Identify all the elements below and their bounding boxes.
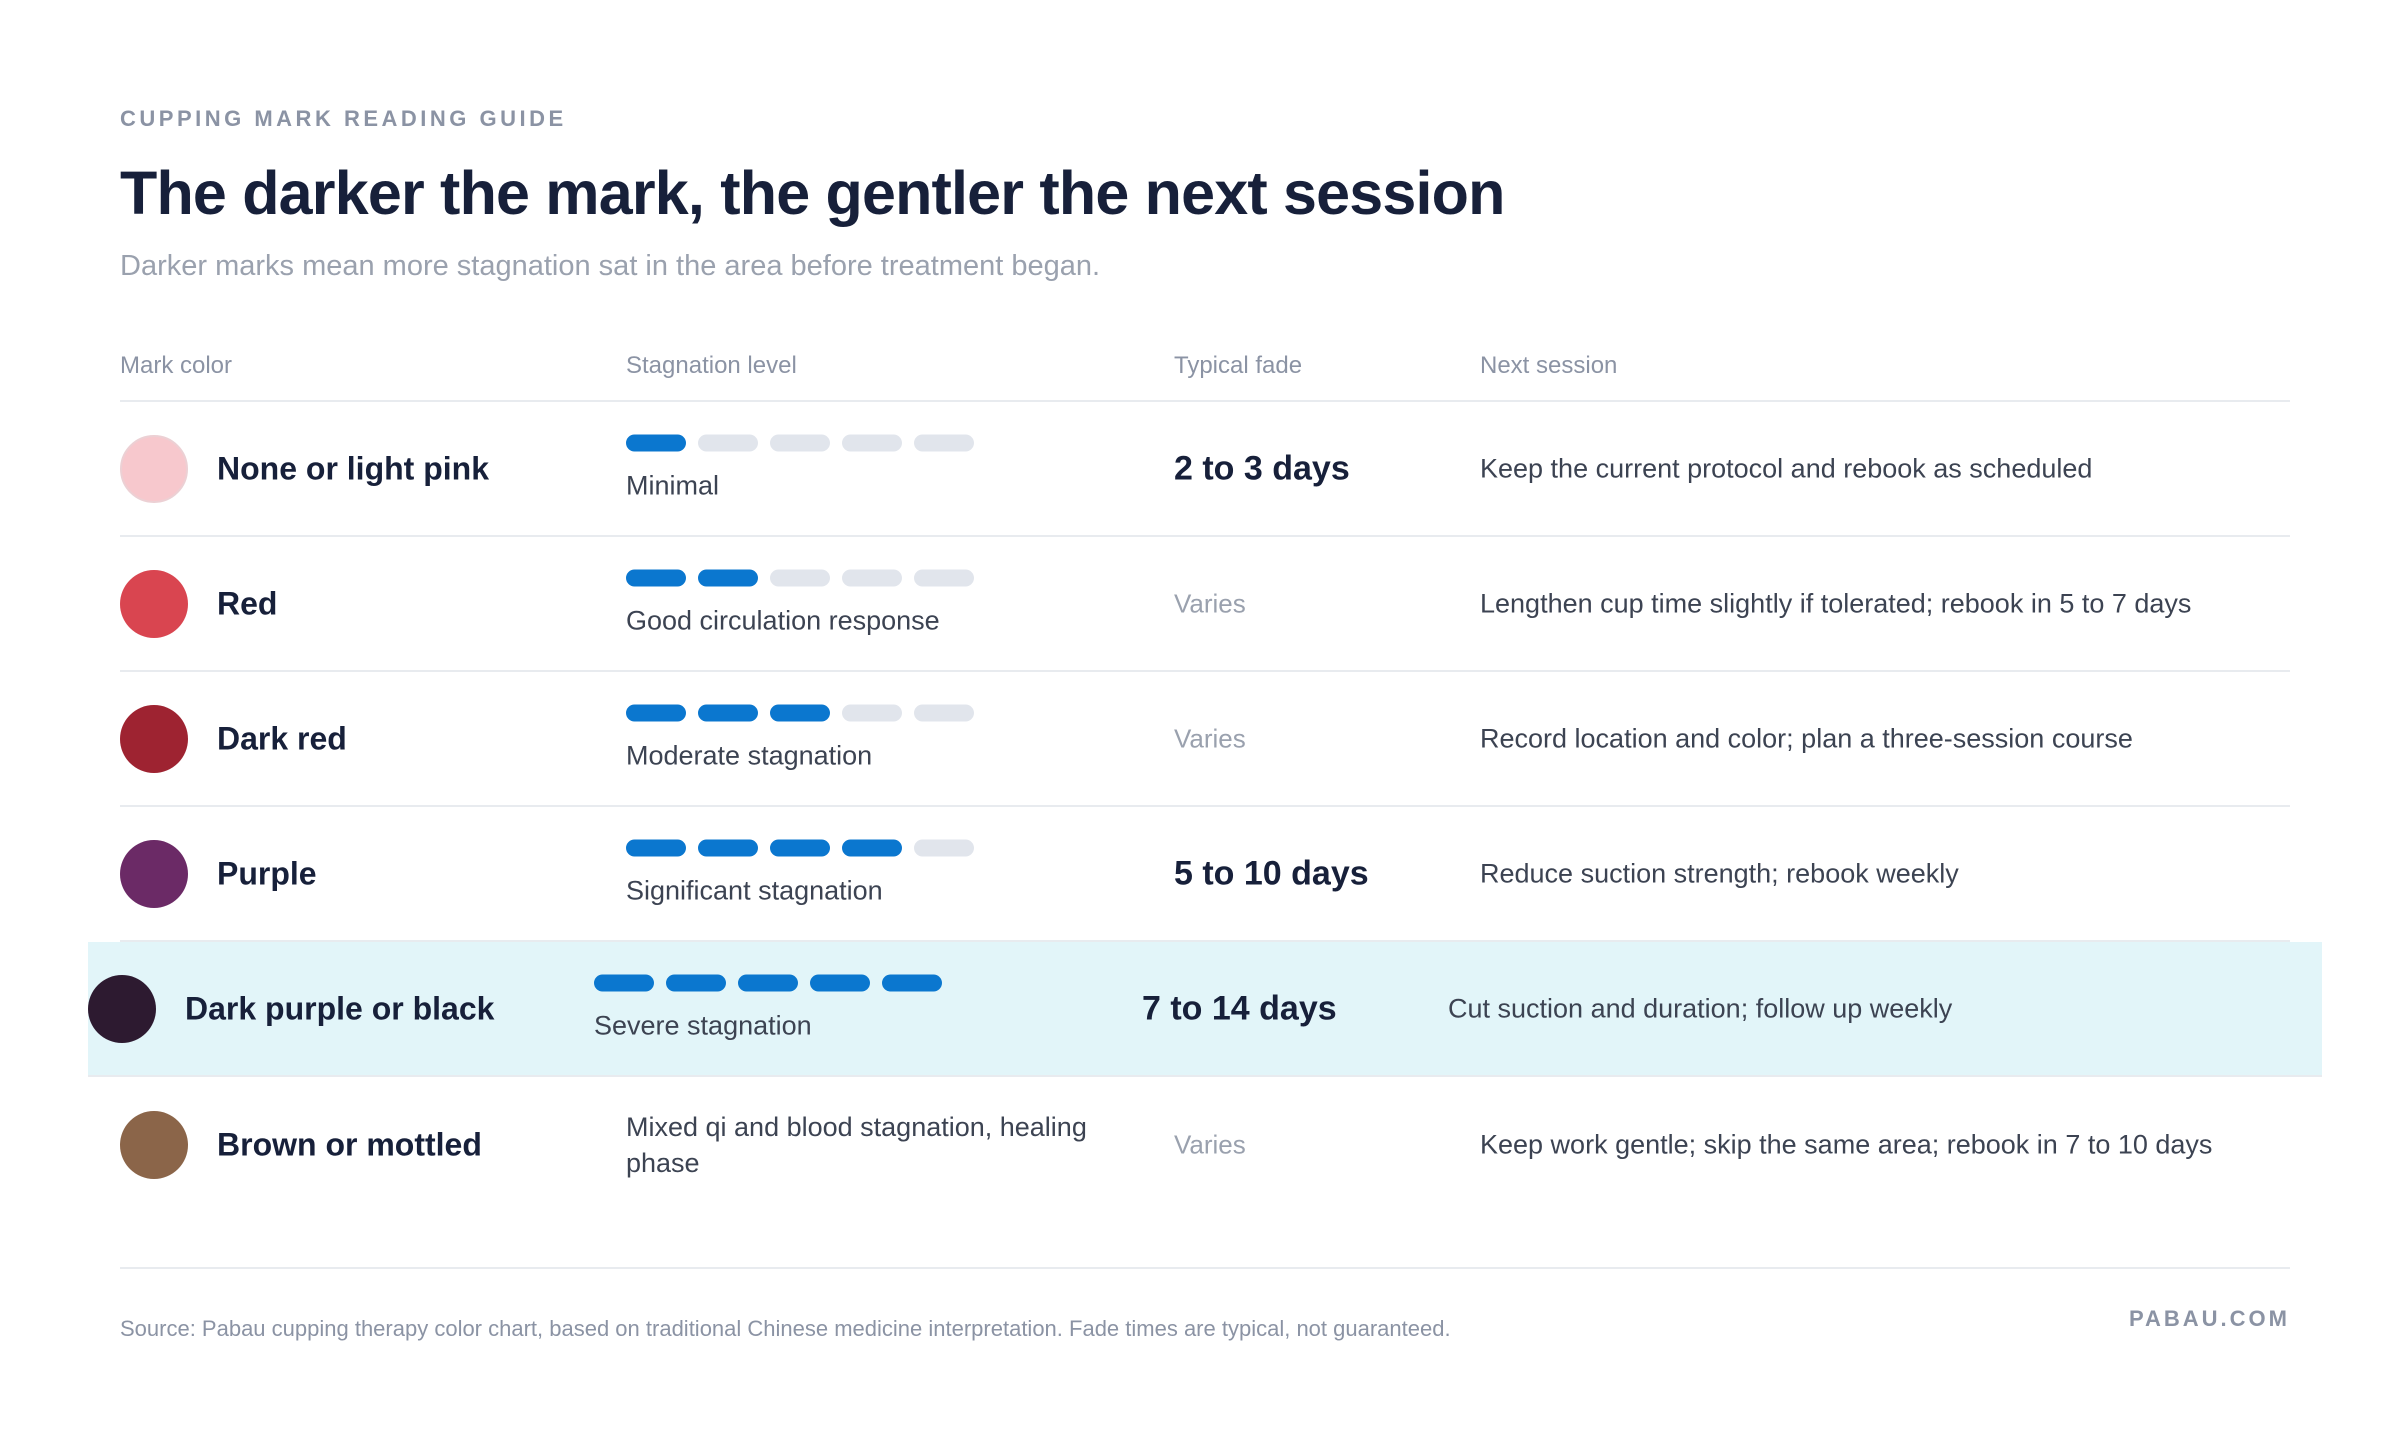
next-session: Keep work gentle; skip the same area; re… bbox=[1480, 1129, 2213, 1159]
level-segment-filled bbox=[842, 839, 902, 856]
page-subtitle: Darker marks mean more stagnation sat in… bbox=[120, 250, 1101, 282]
typical-fade: Varies bbox=[1174, 723, 1246, 753]
level-segment-filled bbox=[626, 704, 686, 721]
table-row: Purple Significant stagnation 5 to 10 days… bbox=[120, 807, 2290, 942]
level-segment-empty bbox=[770, 569, 830, 586]
level-segment-filled bbox=[698, 569, 758, 586]
header-next-session: Next session bbox=[1480, 352, 1618, 379]
next-session: Lengthen cup time slightly if tolerated;… bbox=[1480, 588, 2192, 618]
level-segment-filled bbox=[626, 434, 686, 451]
typical-fade: Varies bbox=[1174, 588, 1246, 618]
level-segment-filled bbox=[882, 974, 942, 991]
footer-divider bbox=[120, 1267, 2290, 1269]
stagnation-label: Moderate stagnation bbox=[626, 740, 873, 770]
next-session: Cut suction and duration; follow up week… bbox=[1448, 993, 1953, 1023]
color-swatch bbox=[120, 434, 188, 503]
color-swatch bbox=[120, 1110, 188, 1179]
stagnation-level: Moderate stagnation bbox=[626, 704, 1126, 773]
level-segment-filled bbox=[810, 974, 870, 991]
stagnation-label: Mixed qi and blood stagnation, healing p… bbox=[626, 1111, 1087, 1178]
level-segment-empty bbox=[698, 434, 758, 451]
stagnation-level: Significant stagnation bbox=[626, 839, 1126, 908]
level-meter bbox=[626, 569, 1126, 586]
mark-color-name: None or light pink bbox=[217, 450, 489, 486]
typical-fade: 2 to 3 days bbox=[1174, 449, 1350, 487]
level-meter bbox=[594, 974, 1094, 991]
level-segment-empty bbox=[842, 434, 902, 451]
level-segment-filled bbox=[698, 704, 758, 721]
stagnation-label: Significant stagnation bbox=[626, 875, 883, 905]
mark-table: Mark color Stagnation level Typical fade… bbox=[88, 340, 2322, 1212]
level-segment-empty bbox=[914, 569, 974, 586]
level-segment-empty bbox=[914, 434, 974, 451]
level-segment-empty bbox=[842, 704, 902, 721]
table-row: Dark red Moderate stagnation Varies Record … bbox=[120, 672, 2290, 807]
level-meter bbox=[626, 839, 1126, 856]
level-segment-filled bbox=[626, 569, 686, 586]
page-title: The darker the mark, the gentler the nex… bbox=[120, 159, 1505, 227]
typical-fade: 5 to 10 days bbox=[1174, 854, 1369, 892]
brand-logo[interactable]: PABAU.COM bbox=[2128, 1306, 2290, 1331]
level-meter bbox=[626, 434, 1126, 451]
color-swatch bbox=[120, 569, 188, 638]
table-row: Brown or mottled Mixed qi and blood stagn… bbox=[120, 1077, 2290, 1212]
table-row: Red Good circulation response Varies Length… bbox=[120, 537, 2290, 672]
next-session: Keep the current protocol and rebook as … bbox=[1480, 453, 2093, 483]
level-segment-empty bbox=[914, 704, 974, 721]
level-segment-filled bbox=[770, 704, 830, 721]
stagnation-level: Good circulation response bbox=[626, 569, 1126, 638]
stagnation-level: Mixed qi and blood stagnation, healing p… bbox=[626, 1109, 1126, 1181]
source-note: Source: Pabau cupping therapy color char… bbox=[120, 1316, 1451, 1341]
stagnation-label: Minimal bbox=[626, 470, 720, 500]
header-mark-color: Mark color bbox=[120, 352, 233, 379]
table-body: None or light pink Minimal 2 to 3 days Keep… bbox=[88, 402, 2322, 1212]
level-segment-empty bbox=[914, 839, 974, 856]
mark-color-name: Dark purple or black bbox=[185, 990, 495, 1026]
table-header: Mark color Stagnation level Typical fade… bbox=[120, 340, 2290, 402]
color-swatch bbox=[120, 839, 188, 908]
header-stagnation-level: Stagnation level bbox=[626, 352, 797, 379]
level-segment-filled bbox=[698, 839, 758, 856]
stagnation-level: Severe stagnation bbox=[594, 974, 1094, 1043]
level-segment-filled bbox=[594, 974, 654, 991]
next-session: Record location and color; plan a three-… bbox=[1480, 723, 2133, 753]
next-session: Reduce suction strength; rebook weekly bbox=[1480, 858, 1959, 888]
color-swatch bbox=[120, 704, 188, 773]
level-segment-empty bbox=[770, 434, 830, 451]
table-row: Dark purple or black Severe stagnation 7 t… bbox=[88, 942, 2322, 1077]
header-typical-fade: Typical fade bbox=[1174, 352, 1303, 379]
color-swatch bbox=[88, 974, 156, 1043]
mark-color-name: Purple bbox=[217, 855, 317, 891]
level-segment-empty bbox=[842, 569, 902, 586]
stagnation-level: Minimal bbox=[626, 434, 1126, 503]
level-meter bbox=[626, 704, 1126, 721]
mark-color-name: Dark red bbox=[217, 720, 347, 756]
level-segment-filled bbox=[626, 839, 686, 856]
stagnation-label: Good circulation response bbox=[626, 605, 940, 635]
typical-fade: Varies bbox=[1174, 1129, 1246, 1159]
level-segment-filled bbox=[666, 974, 726, 991]
level-segment-filled bbox=[770, 839, 830, 856]
eyebrow: CUPPING MARK READING GUIDE bbox=[120, 106, 567, 131]
typical-fade: 7 to 14 days bbox=[1142, 989, 1337, 1027]
table-row: None or light pink Minimal 2 to 3 days Keep… bbox=[120, 402, 2290, 537]
level-segment-filled bbox=[738, 974, 798, 991]
stagnation-label: Severe stagnation bbox=[594, 1010, 812, 1040]
mark-color-name: Red bbox=[217, 585, 278, 621]
mark-color-name: Brown or mottled bbox=[217, 1126, 482, 1162]
